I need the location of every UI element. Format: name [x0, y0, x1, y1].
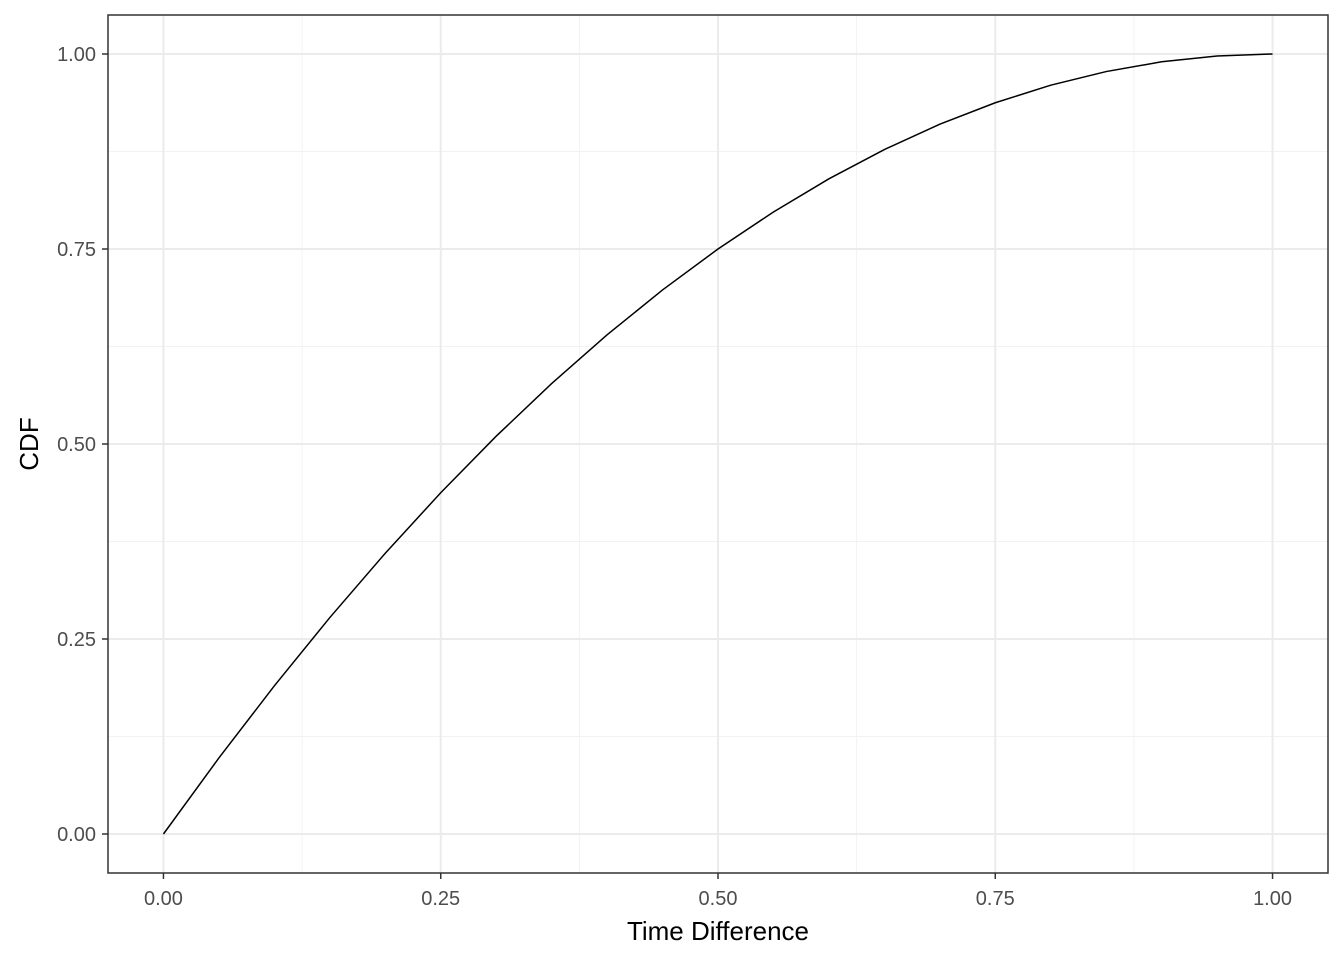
x-axis-title: Time Difference	[627, 916, 809, 946]
line	[162, 53, 1273, 835]
y-tick-label: 0.00	[57, 824, 96, 846]
x-tick-label: 1.00	[1253, 888, 1292, 910]
panel-border	[107, 14, 1329, 874]
y-tick-label: 1.00	[57, 44, 96, 66]
x-tick-label: 0.25	[421, 888, 460, 910]
x-tick-label: 0.75	[976, 888, 1015, 910]
y-tick-label: 0.25	[57, 629, 96, 651]
x-tick-label: 0.00	[144, 888, 183, 910]
y-tick-label: 0.50	[57, 434, 96, 456]
x-tick-label: 0.50	[699, 888, 738, 910]
y-tick-label: 0.75	[57, 239, 96, 261]
y-axis-title: CDF	[14, 417, 44, 470]
